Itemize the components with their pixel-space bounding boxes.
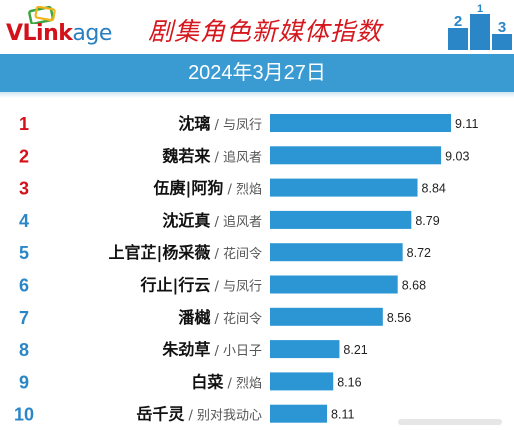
logo-mark-icon bbox=[28, 6, 56, 24]
separator: / bbox=[210, 150, 223, 165]
row-label: 岳千灵 / 别对我动心 bbox=[136, 405, 262, 424]
show-name: 与凤行 bbox=[223, 280, 262, 295]
show-name: 烈焰 bbox=[236, 183, 262, 198]
rank-number: 3 bbox=[19, 179, 29, 199]
bar bbox=[270, 178, 418, 197]
row-label: 白菜 / 烈焰 bbox=[191, 372, 262, 391]
value-label: 8.21 bbox=[343, 343, 367, 357]
character-name: 行止|行云 bbox=[139, 276, 210, 296]
character-name: 伍赓|阿狗 bbox=[152, 179, 223, 199]
row-label: 行止|行云 / 与凤行 bbox=[139, 276, 262, 296]
show-name: 花间令 bbox=[223, 311, 262, 327]
separator: / bbox=[210, 312, 223, 327]
value-label: 8.68 bbox=[402, 279, 426, 293]
character-name: 潘樾 bbox=[178, 308, 211, 327]
value-label: 8.84 bbox=[422, 182, 446, 196]
logo-text: VLinkage bbox=[6, 21, 112, 46]
character-name: 岳千灵 bbox=[136, 405, 185, 424]
show-name: 与凤行 bbox=[223, 118, 262, 133]
value-label: 8.16 bbox=[337, 375, 361, 389]
show-name: 小日子 bbox=[223, 344, 262, 359]
value-label: 8.72 bbox=[407, 246, 431, 260]
separator: / bbox=[184, 409, 197, 424]
rank-number: 9 bbox=[19, 372, 29, 392]
value-label: 9.03 bbox=[445, 149, 469, 163]
separator: / bbox=[223, 376, 236, 391]
row-label: 魏若来 / 追风者 bbox=[161, 146, 262, 165]
bar bbox=[270, 275, 398, 294]
separator: / bbox=[210, 280, 223, 295]
page-title: 剧集角色新媒体指数 bbox=[148, 17, 383, 46]
vlinkage-logo: VLinkage bbox=[6, 6, 118, 48]
podium-number-2: 2 bbox=[454, 13, 462, 30]
rank-number: 4 bbox=[19, 211, 29, 231]
row-label: 沈璃 / 与凤行 bbox=[178, 114, 262, 133]
row-label: 沈近真 / 追风者 bbox=[162, 211, 262, 230]
show-name: 追风者 bbox=[223, 149, 262, 165]
row-label: 上官芷|杨采薇 / 花间令 bbox=[108, 243, 262, 263]
rank-number: 2 bbox=[19, 146, 29, 166]
character-name: 沈璃 bbox=[178, 114, 210, 133]
podium-number-3: 3 bbox=[498, 19, 506, 36]
character-name: 沈近真 bbox=[162, 211, 210, 230]
watermark bbox=[398, 419, 502, 425]
show-name: 花间令 bbox=[223, 246, 262, 262]
character-name: 白菜 bbox=[191, 372, 223, 391]
bar bbox=[270, 404, 328, 423]
date-band: 2024年3月27日 bbox=[0, 54, 514, 92]
show-name: 追风者 bbox=[223, 214, 262, 230]
value-label: 8.56 bbox=[387, 311, 411, 325]
ranking-bar-chart: 1 沈璃 / 与凤行 9.11 2 魏若来 / 追风者 9.03 3 伍赓|阿狗 / 烈焰 8.… bbox=[14, 114, 478, 425]
podium-icon: 2 1 3 bbox=[448, 4, 512, 50]
date-label: 2024年3月27日 bbox=[188, 62, 326, 84]
rank-number: 10 bbox=[14, 405, 34, 425]
separator: / bbox=[210, 118, 223, 133]
rank-number: 7 bbox=[19, 308, 29, 328]
bar bbox=[270, 243, 403, 262]
row-label: 伍赓|阿狗 / 烈焰 bbox=[152, 179, 262, 199]
separator: / bbox=[210, 247, 223, 262]
show-name: 烈焰 bbox=[236, 376, 262, 391]
value-label: 9.11 bbox=[455, 117, 478, 131]
band-shadow bbox=[0, 92, 514, 98]
bar bbox=[270, 146, 442, 165]
rank-number: 5 bbox=[19, 243, 29, 263]
character-name: 朱劲草 bbox=[162, 340, 210, 359]
value-label: 8.79 bbox=[415, 214, 439, 228]
separator: / bbox=[210, 215, 223, 230]
row-label: 朱劲草 / 小日子 bbox=[162, 340, 262, 359]
rank-number: 6 bbox=[19, 276, 29, 296]
character-name: 上官芷|杨采薇 bbox=[108, 243, 210, 263]
bar bbox=[270, 372, 334, 391]
row-label: 潘樾 / 花间令 bbox=[178, 308, 262, 327]
header: VLinkage 剧集角色新媒体指数 2 1 3 bbox=[0, 0, 514, 52]
podium-number-1: 1 bbox=[477, 4, 483, 15]
separator: / bbox=[210, 344, 223, 359]
value-label: 8.11 bbox=[331, 408, 354, 422]
rank-number: 1 bbox=[19, 114, 29, 134]
rank-number: 8 bbox=[19, 340, 29, 360]
show-name: 别对我动心 bbox=[197, 409, 262, 424]
separator: / bbox=[223, 183, 236, 198]
bar bbox=[270, 340, 340, 359]
bar bbox=[270, 114, 451, 132]
bar bbox=[270, 210, 412, 229]
character-name: 魏若来 bbox=[161, 146, 211, 165]
bar bbox=[270, 307, 383, 326]
